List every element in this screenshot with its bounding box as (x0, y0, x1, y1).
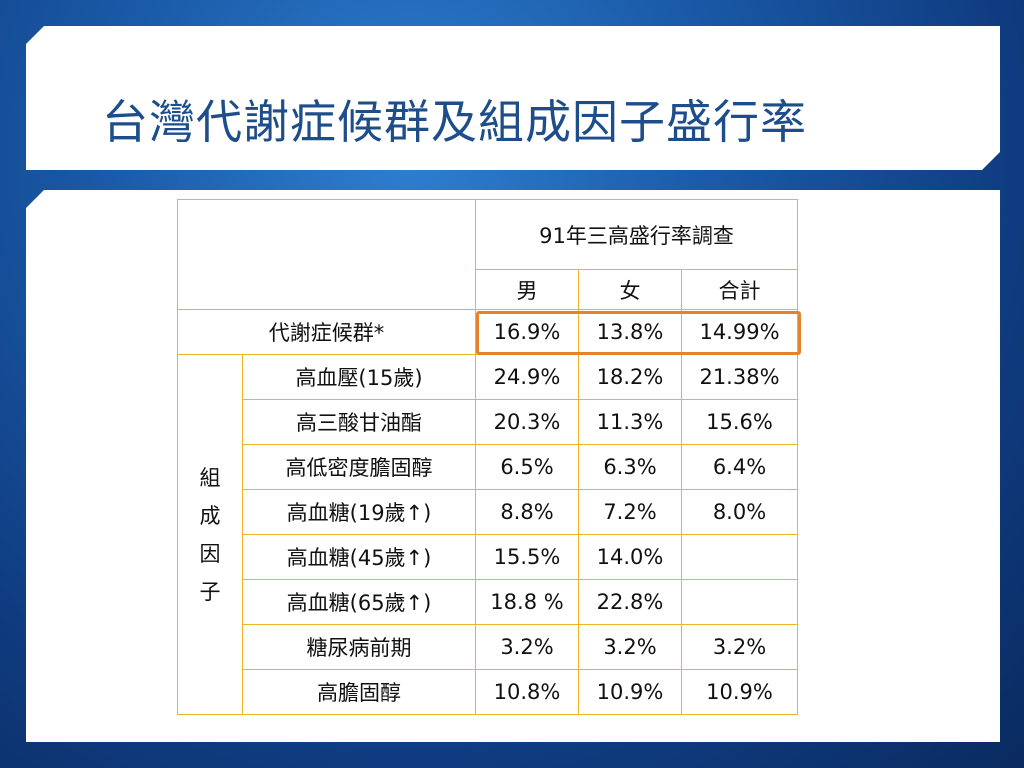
empty-corner-cell (177, 199, 476, 310)
value-male: 24.9% (475, 354, 579, 400)
table-row: 高三酸甘油酯 20.3% 11.3% 15.6% (178, 399, 798, 445)
value-male: 8.8% (475, 489, 579, 535)
header-row: 91年三高盛行率調查 (177, 199, 798, 310)
row-label: 高血糖(65歲↑) (242, 579, 476, 625)
row-label: 高三酸甘油酯 (242, 399, 476, 445)
value-female: 22.8% (578, 579, 682, 625)
value-female: 11.3% (578, 399, 682, 445)
row-label: 高血壓(15歲) (242, 354, 476, 400)
value-male: 16.9% (475, 309, 579, 355)
column-header-male: 男 (475, 269, 579, 310)
value-female: 10.9% (578, 669, 682, 715)
column-header-female: 女 (578, 269, 682, 310)
value-total: 10.9% (681, 669, 798, 715)
value-total (681, 534, 798, 580)
row-label: 高血糖(45歲↑) (242, 534, 476, 580)
group-label-char: 子 (199, 579, 221, 604)
value-total (681, 579, 798, 625)
components-group-label: 組 成 因 子 (177, 354, 243, 715)
content-panel: 91年三高盛行率調查 男 女 合計 代謝症候群* 16.9% 13.8% 14.… (26, 190, 1000, 742)
value-female: 3.2% (578, 624, 682, 670)
value-female: 14.0% (578, 534, 682, 580)
value-total: 21.38% (681, 354, 798, 400)
value-male: 6.5% (475, 444, 579, 490)
value-female: 18.2% (578, 354, 682, 400)
table-row: 高膽固醇 10.8% 10.9% 10.9% (178, 669, 798, 715)
metabolic-syndrome-row: 代謝症候群* 16.9% 13.8% 14.99% (177, 309, 798, 355)
row-label: 代謝症候群* (177, 309, 476, 355)
value-female: 6.3% (578, 444, 682, 490)
value-male: 10.8% (475, 669, 579, 715)
survey-title: 91年三高盛行率調查 (475, 199, 798, 270)
value-male: 3.2% (475, 624, 579, 670)
value-male: 18.8 % (475, 579, 579, 625)
group-label-char: 組 (199, 465, 221, 490)
title-panel: 台灣代謝症候群及組成因子盛行率 (26, 26, 1000, 170)
row-label: 高低密度膽固醇 (242, 444, 476, 490)
value-total: 8.0% (681, 489, 798, 535)
value-male: 20.3% (475, 399, 579, 445)
value-male: 15.5% (475, 534, 579, 580)
group-label-char: 成 (199, 503, 221, 528)
table-row: 高血糖(65歲↑) 18.8 % 22.8% (178, 579, 798, 625)
value-female: 7.2% (578, 489, 682, 535)
table-row: 高低密度膽固醇 6.5% 6.3% 6.4% (178, 444, 798, 490)
value-total: 14.99% (681, 309, 798, 355)
value-total: 15.6% (681, 399, 798, 445)
table-row: 糖尿病前期 3.2% 3.2% 3.2% (178, 624, 798, 670)
group-label-char: 因 (199, 541, 221, 566)
value-female: 13.8% (578, 309, 682, 355)
table-row: 高血糖(45歲↑) 15.5% 14.0% (178, 534, 798, 580)
value-total: 3.2% (681, 624, 798, 670)
value-total: 6.4% (681, 444, 798, 490)
row-label: 高膽固醇 (242, 669, 476, 715)
prevalence-table: 91年三高盛行率調查 男 女 合計 代謝症候群* 16.9% 13.8% 14.… (177, 199, 798, 715)
table-row: 組 成 因 子 高血壓(15歲) 24.9% 18.2% 21.38% (177, 354, 798, 715)
row-label: 糖尿病前期 (242, 624, 476, 670)
column-header-total: 合計 (681, 269, 798, 310)
slide-title: 台灣代謝症候群及組成因子盛行率 (102, 95, 807, 149)
gender-header-row: 男 女 合計 (178, 269, 798, 310)
row-label: 高血糖(19歲↑) (242, 489, 476, 535)
table-row: 高血糖(19歲↑) 8.8% 7.2% 8.0% (178, 489, 798, 535)
